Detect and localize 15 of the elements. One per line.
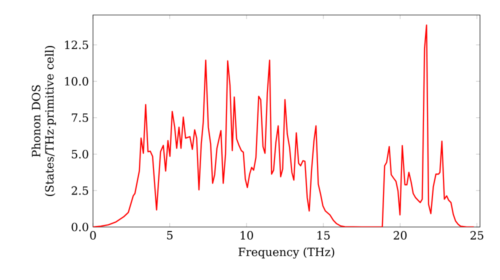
x-tick-label: 0 xyxy=(90,231,96,240)
x-tick-label: 5 xyxy=(167,231,173,240)
x-tick-label: 25 xyxy=(470,231,484,240)
y-tick-label: 2.5 xyxy=(72,186,88,195)
y-tick-label: 5.0 xyxy=(72,150,88,158)
x-axis-title: Frequency (THz) xyxy=(238,247,334,259)
y-tick-label: 7.5 xyxy=(72,114,88,122)
y-tick-label: 12.5 xyxy=(65,40,88,50)
x-tick-label: 15 xyxy=(318,231,330,240)
x-tick-label: 10 xyxy=(240,231,254,240)
y-tick-label: 0.0 xyxy=(72,222,88,232)
y-tick-label: 10.0 xyxy=(65,77,88,86)
line-series xyxy=(93,24,474,227)
y-axis-title: Phonon DOS (States/THz·primitive cell) xyxy=(32,46,56,196)
x-tick-label: 20 xyxy=(394,231,407,240)
